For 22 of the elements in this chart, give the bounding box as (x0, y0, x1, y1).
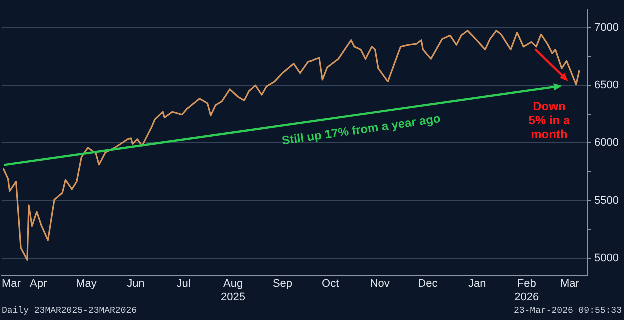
x-tick-label: Nov (370, 278, 390, 290)
text: Daily 23MAR2025-23MAR2026 (2, 306, 138, 316)
y-tick-label: 5000 (594, 252, 620, 264)
annotation: Down 5% in a month (528, 100, 570, 142)
y-tick-label: 6500 (594, 80, 620, 92)
annotation: Still up 17% from a year ago (281, 112, 442, 148)
x-tick-label: May (76, 278, 98, 290)
x-tick-label: Jul (176, 278, 191, 290)
y-tick-label: 5500 (594, 194, 620, 207)
y-tick-label: 7000 (594, 22, 620, 34)
y-tick-label: 6000 (594, 137, 620, 150)
x-tick-label: Mar (2, 278, 22, 290)
x-tick-label: Aug 2025 (221, 278, 246, 304)
x-tick-label: Sep (272, 278, 293, 290)
x-tick-label: Feb 2026 (514, 278, 540, 304)
x-tick-label: Apr (30, 278, 48, 290)
x-tick-label: Dec (418, 278, 438, 290)
x-tick-label: Mar (560, 278, 580, 290)
x-tick-label: Jan (468, 278, 486, 290)
x-tick-label: Oct (322, 278, 340, 290)
x-tick-label: Jun (127, 278, 145, 290)
text: 23-Mar-2026 09:55:33 (514, 306, 622, 316)
